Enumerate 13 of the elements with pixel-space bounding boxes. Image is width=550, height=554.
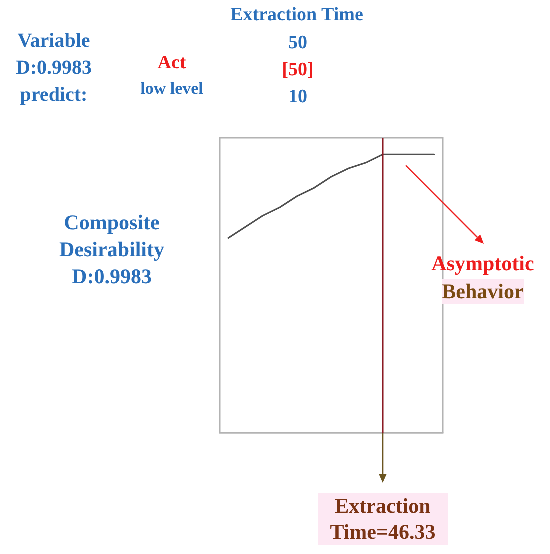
text: Variable	[18, 29, 90, 53]
text: Extraction Time=46.33	[318, 493, 448, 545]
text: 10	[288, 86, 308, 110]
text: low level	[140, 78, 204, 100]
text: Act	[158, 52, 186, 76]
text: [50]	[282, 60, 314, 82]
text: D:0.9983	[16, 56, 92, 80]
text: Extraction Time	[230, 4, 364, 28]
text: Composite Desirability D:0.9983	[58, 210, 166, 290]
text: predict:	[20, 83, 88, 107]
annotation: Behavior	[442, 279, 524, 305]
annotation: Asymptotic	[432, 251, 534, 277]
text: 50	[288, 32, 308, 56]
